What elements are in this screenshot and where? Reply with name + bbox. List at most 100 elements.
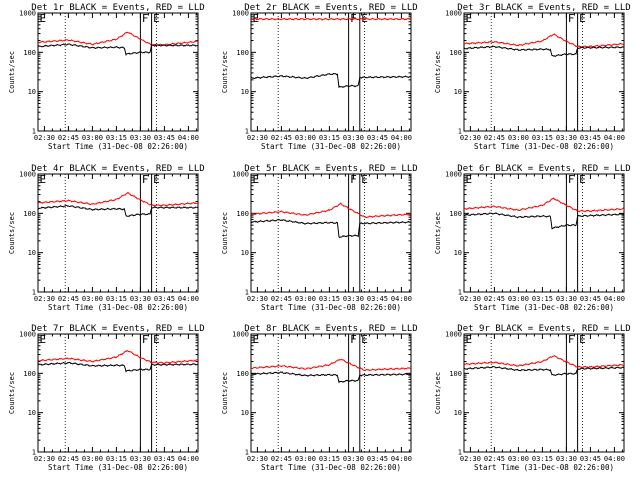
- x-axis-label: Start Time (31-Dec-08 02:26:00): [48, 303, 188, 312]
- x-tick-label: 03:15: [106, 455, 127, 463]
- panel-4: Det 4r BLACK = Events, RED = LLD 1 10 100 10…: [8, 164, 205, 312]
- x-tick-label: 03:45: [154, 295, 175, 303]
- x-tick-label: 02:45: [484, 455, 505, 463]
- lld-series-line: [464, 197, 624, 213]
- x-tick-label: 02:45: [271, 455, 292, 463]
- events-series-line: [251, 371, 411, 384]
- x-tick-label: 02:45: [271, 295, 292, 303]
- marker-label: E: [466, 12, 473, 25]
- y-tick-label: 100: [236, 49, 249, 57]
- x-tick-label: 03:30: [130, 134, 151, 142]
- x-tick-label: 02:45: [484, 295, 505, 303]
- lld-series-line: [251, 17, 411, 21]
- marker-label: E: [40, 12, 47, 25]
- marker-label: E: [40, 173, 47, 186]
- x-tick-label: 04:00: [178, 295, 199, 303]
- x-axis-label: Start Time (31-Dec-08 02:26:00): [48, 463, 188, 472]
- panel-title: Det 8r BLACK = Events, RED = LLD: [244, 324, 417, 334]
- marker-label: F: [142, 12, 149, 25]
- y-tick-label: 1: [458, 128, 462, 136]
- x-tick-label: 03:00: [82, 134, 103, 142]
- y-tick-label: 1: [32, 128, 36, 136]
- events-series-line: [464, 212, 624, 230]
- y-tick-label: 1: [32, 449, 36, 457]
- panel-title: Det 2r BLACK = Events, RED = LLD: [244, 3, 417, 13]
- lld-series-line: [38, 350, 198, 364]
- x-tick-label: 03:15: [532, 134, 553, 142]
- x-tick-label: 03:00: [295, 134, 316, 142]
- y-axis-label: Counts/sec: [434, 372, 442, 414]
- x-tick-label: 03:45: [580, 295, 601, 303]
- marker-label: F: [568, 333, 575, 346]
- x-tick-label: 04:00: [604, 455, 625, 463]
- y-tick-label: 10: [241, 249, 249, 257]
- x-tick-label: 03:30: [556, 295, 577, 303]
- x-axis-label: Start Time (31-Dec-08 02:26:00): [261, 463, 401, 472]
- y-tick-label: 1: [245, 449, 249, 457]
- panel-6: Det 6r BLACK = Events, RED = LLD 1 10 100 10…: [434, 164, 631, 312]
- marker-label: F: [350, 173, 357, 186]
- y-axis-label: Counts/sec: [8, 212, 16, 254]
- marker-label: E: [579, 333, 586, 346]
- marker-label: E: [253, 173, 260, 186]
- x-tick-label: 04:00: [604, 134, 625, 142]
- marker-label: E: [466, 173, 473, 186]
- panel-title: Det 6r BLACK = Events, RED = LLD: [457, 164, 630, 174]
- y-tick-label: 100: [236, 210, 249, 218]
- y-tick-label: 1000: [445, 331, 462, 339]
- x-tick-label: 02:30: [460, 295, 481, 303]
- plot-frame: [250, 173, 412, 293]
- x-tick-label: 03:15: [319, 455, 340, 463]
- x-tick-label: 03:30: [343, 455, 364, 463]
- events-series-line: [464, 45, 624, 58]
- y-tick-label: 1000: [19, 171, 36, 179]
- x-tick-label: 03:00: [295, 295, 316, 303]
- marker-label: F: [568, 12, 575, 25]
- x-tick-label: 03:30: [556, 455, 577, 463]
- marker-label: E: [361, 12, 368, 25]
- x-tick-label: 02:45: [58, 295, 79, 303]
- x-axis-label: Start Time (31-Dec-08 02:26:00): [261, 303, 401, 312]
- x-axis-label: Start Time (31-Dec-08 02:26:00): [474, 463, 614, 472]
- events-series-line: [38, 43, 198, 56]
- lld-series-line: [38, 192, 198, 207]
- x-tick-label: 02:45: [58, 134, 79, 142]
- y-axis-label: Counts/sec: [8, 51, 16, 93]
- marker-label: E: [466, 333, 473, 346]
- marker-label: E: [361, 333, 368, 346]
- lld-series-line: [251, 202, 411, 219]
- x-tick-label: 03:00: [82, 295, 103, 303]
- plot-frame: [250, 333, 412, 453]
- plot-frame: [37, 173, 199, 293]
- y-tick-label: 10: [28, 409, 36, 417]
- y-axis-label: Counts/sec: [434, 212, 442, 254]
- plot-frame: [463, 12, 625, 132]
- x-tick-label: 02:30: [34, 455, 55, 463]
- x-tick-label: 03:45: [367, 455, 388, 463]
- x-tick-label: 03:45: [580, 455, 601, 463]
- x-tick-label: 03:00: [508, 134, 529, 142]
- y-tick-label: 1000: [445, 10, 462, 18]
- y-tick-label: 100: [23, 370, 36, 378]
- marker-label: E: [579, 173, 586, 186]
- y-tick-label: 1000: [19, 10, 36, 18]
- events-series-line: [251, 72, 411, 89]
- y-tick-label: 1000: [232, 10, 249, 18]
- panel-1: Det 1r BLACK = Events, RED = LLD 1 10 100 10…: [8, 3, 205, 151]
- x-axis-label: Start Time (31-Dec-08 02:26:00): [48, 142, 188, 151]
- marker-label: E: [361, 173, 368, 186]
- x-tick-label: 04:00: [391, 134, 412, 142]
- y-axis-label: Counts/sec: [221, 51, 229, 93]
- marker-label: F: [350, 333, 357, 346]
- y-tick-label: 10: [28, 88, 36, 96]
- lld-series-line: [464, 354, 624, 369]
- panel-9: Det 9r BLACK = Events, RED = LLD 1 10 100 10…: [434, 324, 631, 472]
- x-tick-label: 03:15: [319, 134, 340, 142]
- x-tick-label: 03:45: [154, 455, 175, 463]
- x-tick-label: 03:00: [508, 455, 529, 463]
- x-tick-label: 03:45: [580, 134, 601, 142]
- y-tick-label: 100: [449, 370, 462, 378]
- x-tick-label: 04:00: [178, 134, 199, 142]
- panel-8: Det 8r BLACK = Events, RED = LLD 1 10 100 10…: [221, 324, 418, 472]
- x-tick-label: 02:30: [247, 134, 268, 142]
